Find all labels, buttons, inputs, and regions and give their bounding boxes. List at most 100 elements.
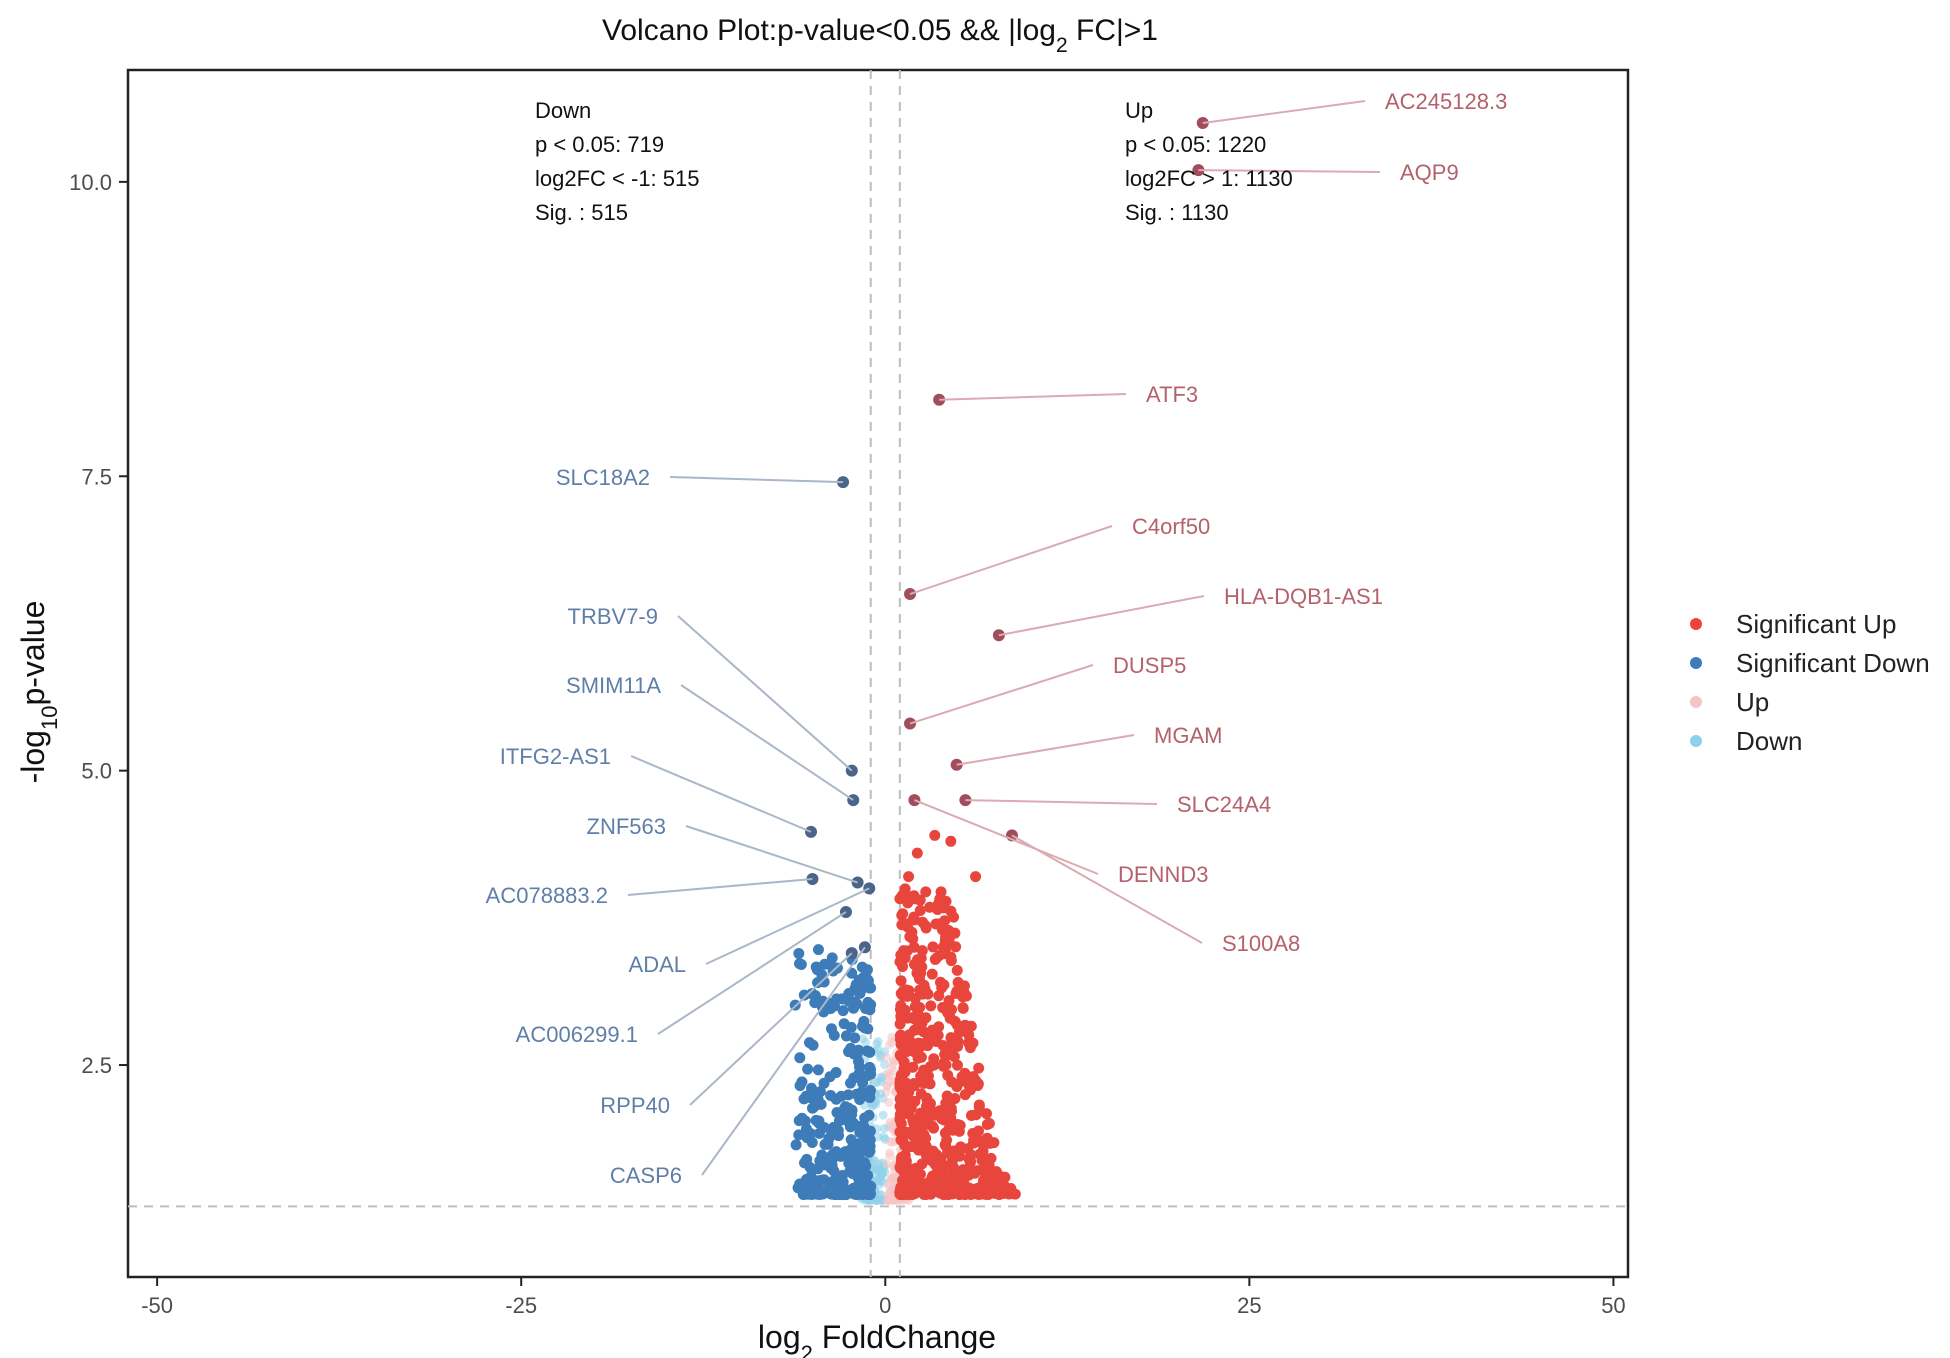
data-point [825, 1150, 837, 1162]
data-point [895, 975, 907, 987]
data-point [901, 1045, 913, 1057]
gene-label: ATF3 [1146, 382, 1198, 407]
data-point [885, 1117, 895, 1127]
legend-marker-up [1690, 696, 1702, 708]
data-point [894, 1188, 906, 1200]
data-point [920, 1187, 932, 1199]
data-point [930, 1035, 942, 1047]
leader-line [998, 595, 1205, 637]
data-point [920, 886, 932, 898]
data-point [802, 1063, 814, 1075]
data-point [895, 1161, 907, 1173]
data-point [894, 1100, 906, 1112]
data-point [879, 1132, 889, 1142]
data-point [875, 1194, 885, 1204]
data-point [918, 1064, 930, 1076]
data-point [895, 1011, 907, 1023]
data-point [878, 1110, 888, 1120]
data-point [896, 1069, 908, 1081]
data-point [948, 911, 960, 923]
annotation-up-line: p < 0.05: 1220 [1125, 132, 1266, 157]
data-point [884, 1069, 894, 1079]
data-point [813, 1115, 825, 1127]
gene-label: SLC24A4 [1177, 792, 1271, 817]
data-point [804, 1185, 816, 1197]
legend-label-significant-up: Significant Up [1736, 609, 1896, 639]
data-point [924, 1097, 936, 1109]
data-point [908, 941, 920, 953]
legend-label-down: Down [1736, 726, 1802, 756]
annotation-up: Up p < 0.05: 1220 log2FC > 1: 1130 Sig. … [1125, 98, 1293, 225]
data-point [804, 1037, 815, 1049]
data-point [938, 1060, 950, 1072]
legend-marker-down [1690, 735, 1702, 747]
data-point [897, 891, 909, 903]
data-point [951, 964, 963, 976]
leader-line [705, 887, 870, 965]
data-point [897, 985, 909, 997]
data-point [836, 993, 848, 1005]
data-point [843, 1157, 855, 1169]
data-point [946, 1188, 958, 1200]
data-point [929, 829, 941, 841]
data-point [940, 931, 952, 943]
leader-line [685, 825, 858, 884]
data-point [806, 1137, 818, 1149]
x-tick-label: -25 [505, 1293, 537, 1318]
leader-line [914, 799, 1099, 875]
data-point [835, 1090, 847, 1102]
gene-label: CASP6 [610, 1163, 682, 1188]
data-point [851, 1088, 863, 1100]
data-point [944, 1114, 956, 1126]
data-point [926, 1024, 938, 1036]
data-point [908, 1011, 920, 1023]
leader-line [627, 877, 813, 896]
gene-label: TRBV7-9 [568, 604, 658, 629]
data-point [863, 981, 875, 993]
data-point [896, 1151, 908, 1163]
data-point [876, 1072, 886, 1082]
leader-line [909, 525, 1113, 595]
data-point [828, 1189, 840, 1201]
data-point [907, 914, 919, 926]
gene-label: DENND3 [1118, 862, 1208, 887]
data-point [952, 976, 964, 988]
data-point [804, 1162, 816, 1174]
data-point [968, 1134, 980, 1146]
data-point [879, 1059, 889, 1069]
data-point [927, 941, 939, 953]
data-point [887, 1137, 897, 1147]
x-tick-label: 25 [1237, 1293, 1261, 1318]
x-tick-label: 50 [1601, 1293, 1625, 1318]
gene-label: MGAM [1154, 723, 1222, 748]
data-point [897, 1034, 909, 1046]
data-point [948, 1051, 960, 1063]
data-point [980, 1108, 992, 1120]
data-point [889, 1172, 899, 1182]
gene-label: SLC18A2 [556, 465, 650, 490]
data-point [915, 967, 927, 979]
data-point [985, 1152, 997, 1164]
gene-label: AC006299.1 [516, 1022, 638, 1047]
data-point [895, 1000, 907, 1012]
data-point [832, 1125, 844, 1137]
legend-marker-significant-down [1690, 657, 1702, 669]
data-point [793, 1115, 805, 1127]
data-point [863, 1086, 875, 1098]
data-point [800, 1123, 812, 1135]
data-point [946, 1076, 958, 1088]
leader-line [956, 734, 1135, 766]
data-point [959, 1089, 971, 1101]
leader-line [680, 684, 854, 801]
data-point [851, 1186, 863, 1198]
data-point [845, 1021, 857, 1033]
data-point [981, 1132, 993, 1144]
y-axis-title: -log10p-value [15, 601, 62, 784]
data-point [963, 1080, 975, 1092]
data-point [870, 1156, 880, 1166]
data-point [878, 1168, 888, 1178]
data-point [909, 1140, 921, 1152]
data-point [843, 1102, 855, 1114]
data-point [908, 1077, 920, 1089]
